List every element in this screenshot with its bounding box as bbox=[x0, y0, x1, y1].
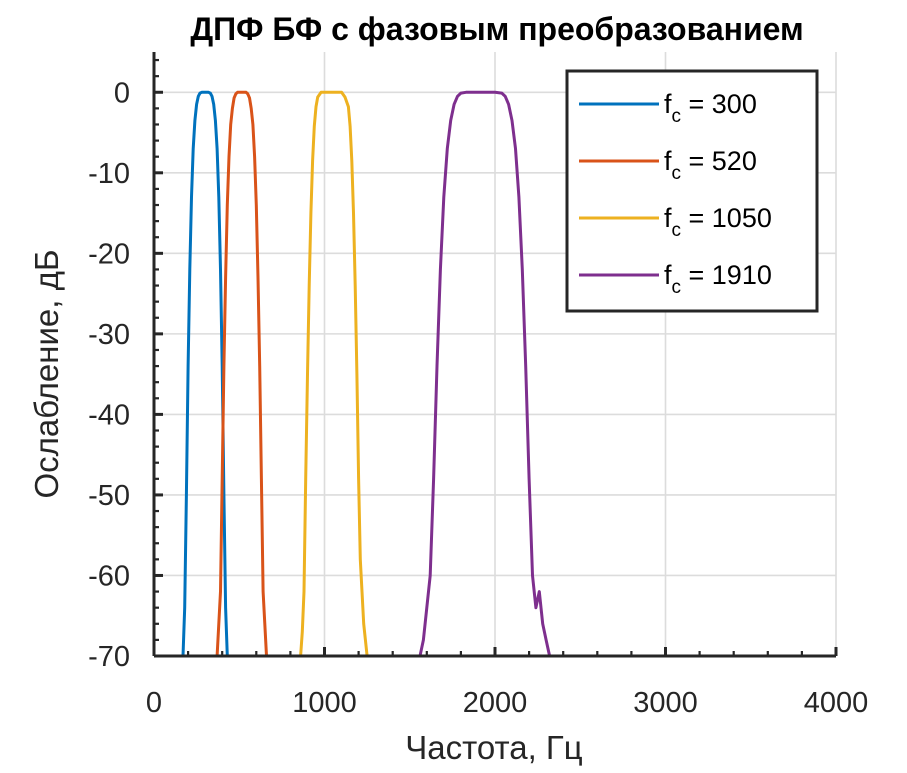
axes bbox=[152, 52, 838, 658]
x-axis-label: Частота, Гц bbox=[405, 729, 583, 766]
y-tick-label-7: -70 bbox=[88, 641, 130, 673]
x-tick-label-2: 2000 bbox=[463, 687, 528, 719]
x-tick-label-0: 0 bbox=[146, 687, 162, 719]
series-layer bbox=[181, 90, 552, 658]
y-tick-label-2: -20 bbox=[88, 238, 130, 270]
y-axis-label: Ослабление, дБ bbox=[28, 249, 65, 498]
legend: fc = 300 fc = 520 fc = 1050 fc = 1910 bbox=[565, 69, 819, 313]
y-tick-label-5: -50 bbox=[88, 480, 130, 512]
series-line-2 bbox=[299, 90, 371, 658]
y-tick-label-4: -40 bbox=[88, 399, 130, 431]
legend-box bbox=[565, 69, 819, 313]
x-tick-label-3: 3000 bbox=[633, 687, 698, 719]
y-tick-label-3: -30 bbox=[88, 319, 130, 351]
x-tick-label-1: 1000 bbox=[292, 687, 357, 719]
chart-title: ДПФ БФ с фазовым преобразованием bbox=[190, 11, 803, 47]
legend-label-0: fc = 300 bbox=[664, 89, 757, 127]
y-tick-label-1: -10 bbox=[88, 158, 130, 190]
y-tick-label-6: -60 bbox=[88, 560, 130, 592]
series-line-3 bbox=[418, 90, 552, 657]
x-tick-label-4: 4000 bbox=[804, 687, 869, 719]
series-line-0 bbox=[181, 90, 229, 658]
legend-label-3: fc = 1910 bbox=[664, 260, 772, 298]
tick-labels: 0 1000 2000 3000 4000 0 -10 -20 -30 -40 -50 -60 -70 bbox=[88, 77, 868, 719]
legend-label-1: fc = 520 bbox=[664, 146, 757, 184]
y-tick-label-0: 0 bbox=[114, 77, 130, 109]
series-line-1 bbox=[215, 90, 270, 658]
legend-label-2: fc = 1050 bbox=[664, 203, 772, 241]
